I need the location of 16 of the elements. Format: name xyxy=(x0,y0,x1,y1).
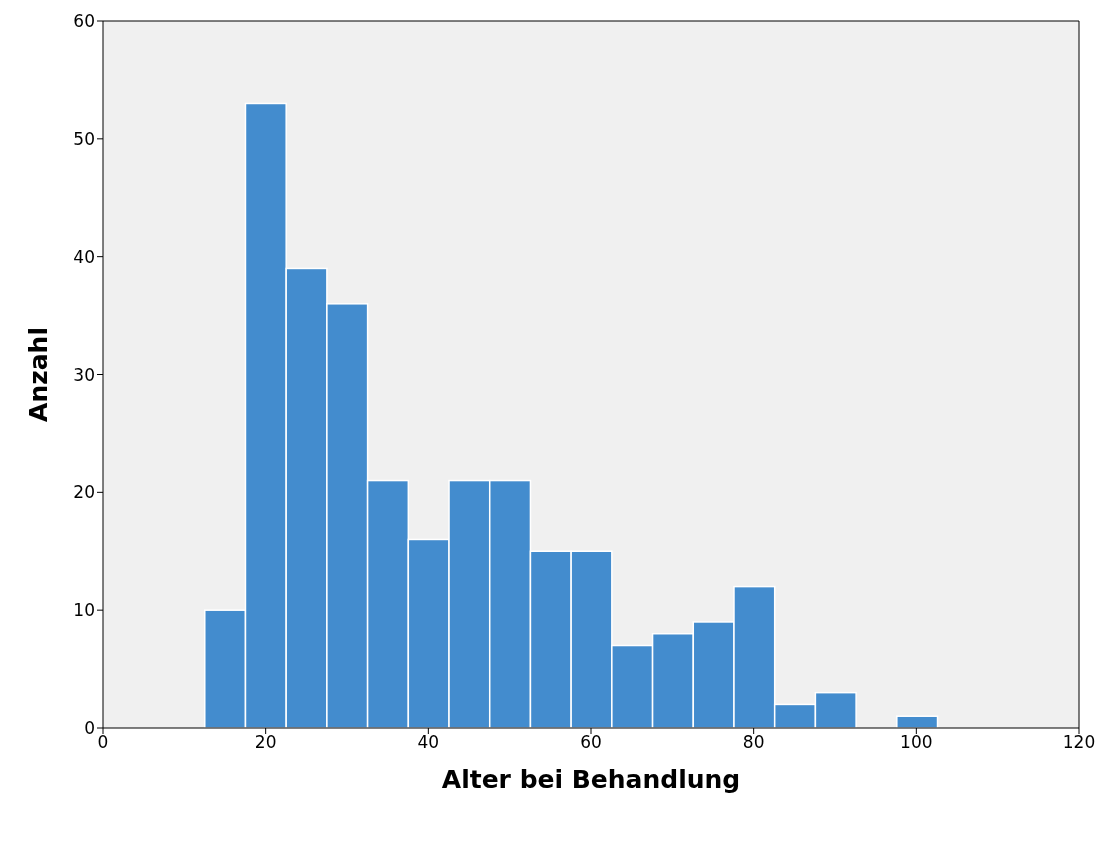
y-tick-label: 0 xyxy=(84,718,95,739)
x-tick-label: 80 xyxy=(742,732,765,753)
y-tick-label: 50 xyxy=(73,128,95,149)
y-tick-label: 10 xyxy=(73,600,95,621)
y-tick-label: 20 xyxy=(73,482,95,503)
x-axis-title: Alter bei Behandlung xyxy=(441,765,741,794)
x-tick-label: 20 xyxy=(254,732,277,753)
x-tick-label: 40 xyxy=(417,732,440,753)
y-tick-label: 40 xyxy=(73,246,95,267)
x-tick-label: 60 xyxy=(580,732,602,753)
y-tick-label: 30 xyxy=(73,364,95,385)
y-tick-label: 60 xyxy=(73,11,95,32)
x-tick-label: 120 xyxy=(1062,732,1096,753)
x-tick-label: 0 xyxy=(97,732,109,753)
y-axis-title: Anzahl xyxy=(23,327,53,422)
x-tick-label: 100 xyxy=(900,732,933,753)
